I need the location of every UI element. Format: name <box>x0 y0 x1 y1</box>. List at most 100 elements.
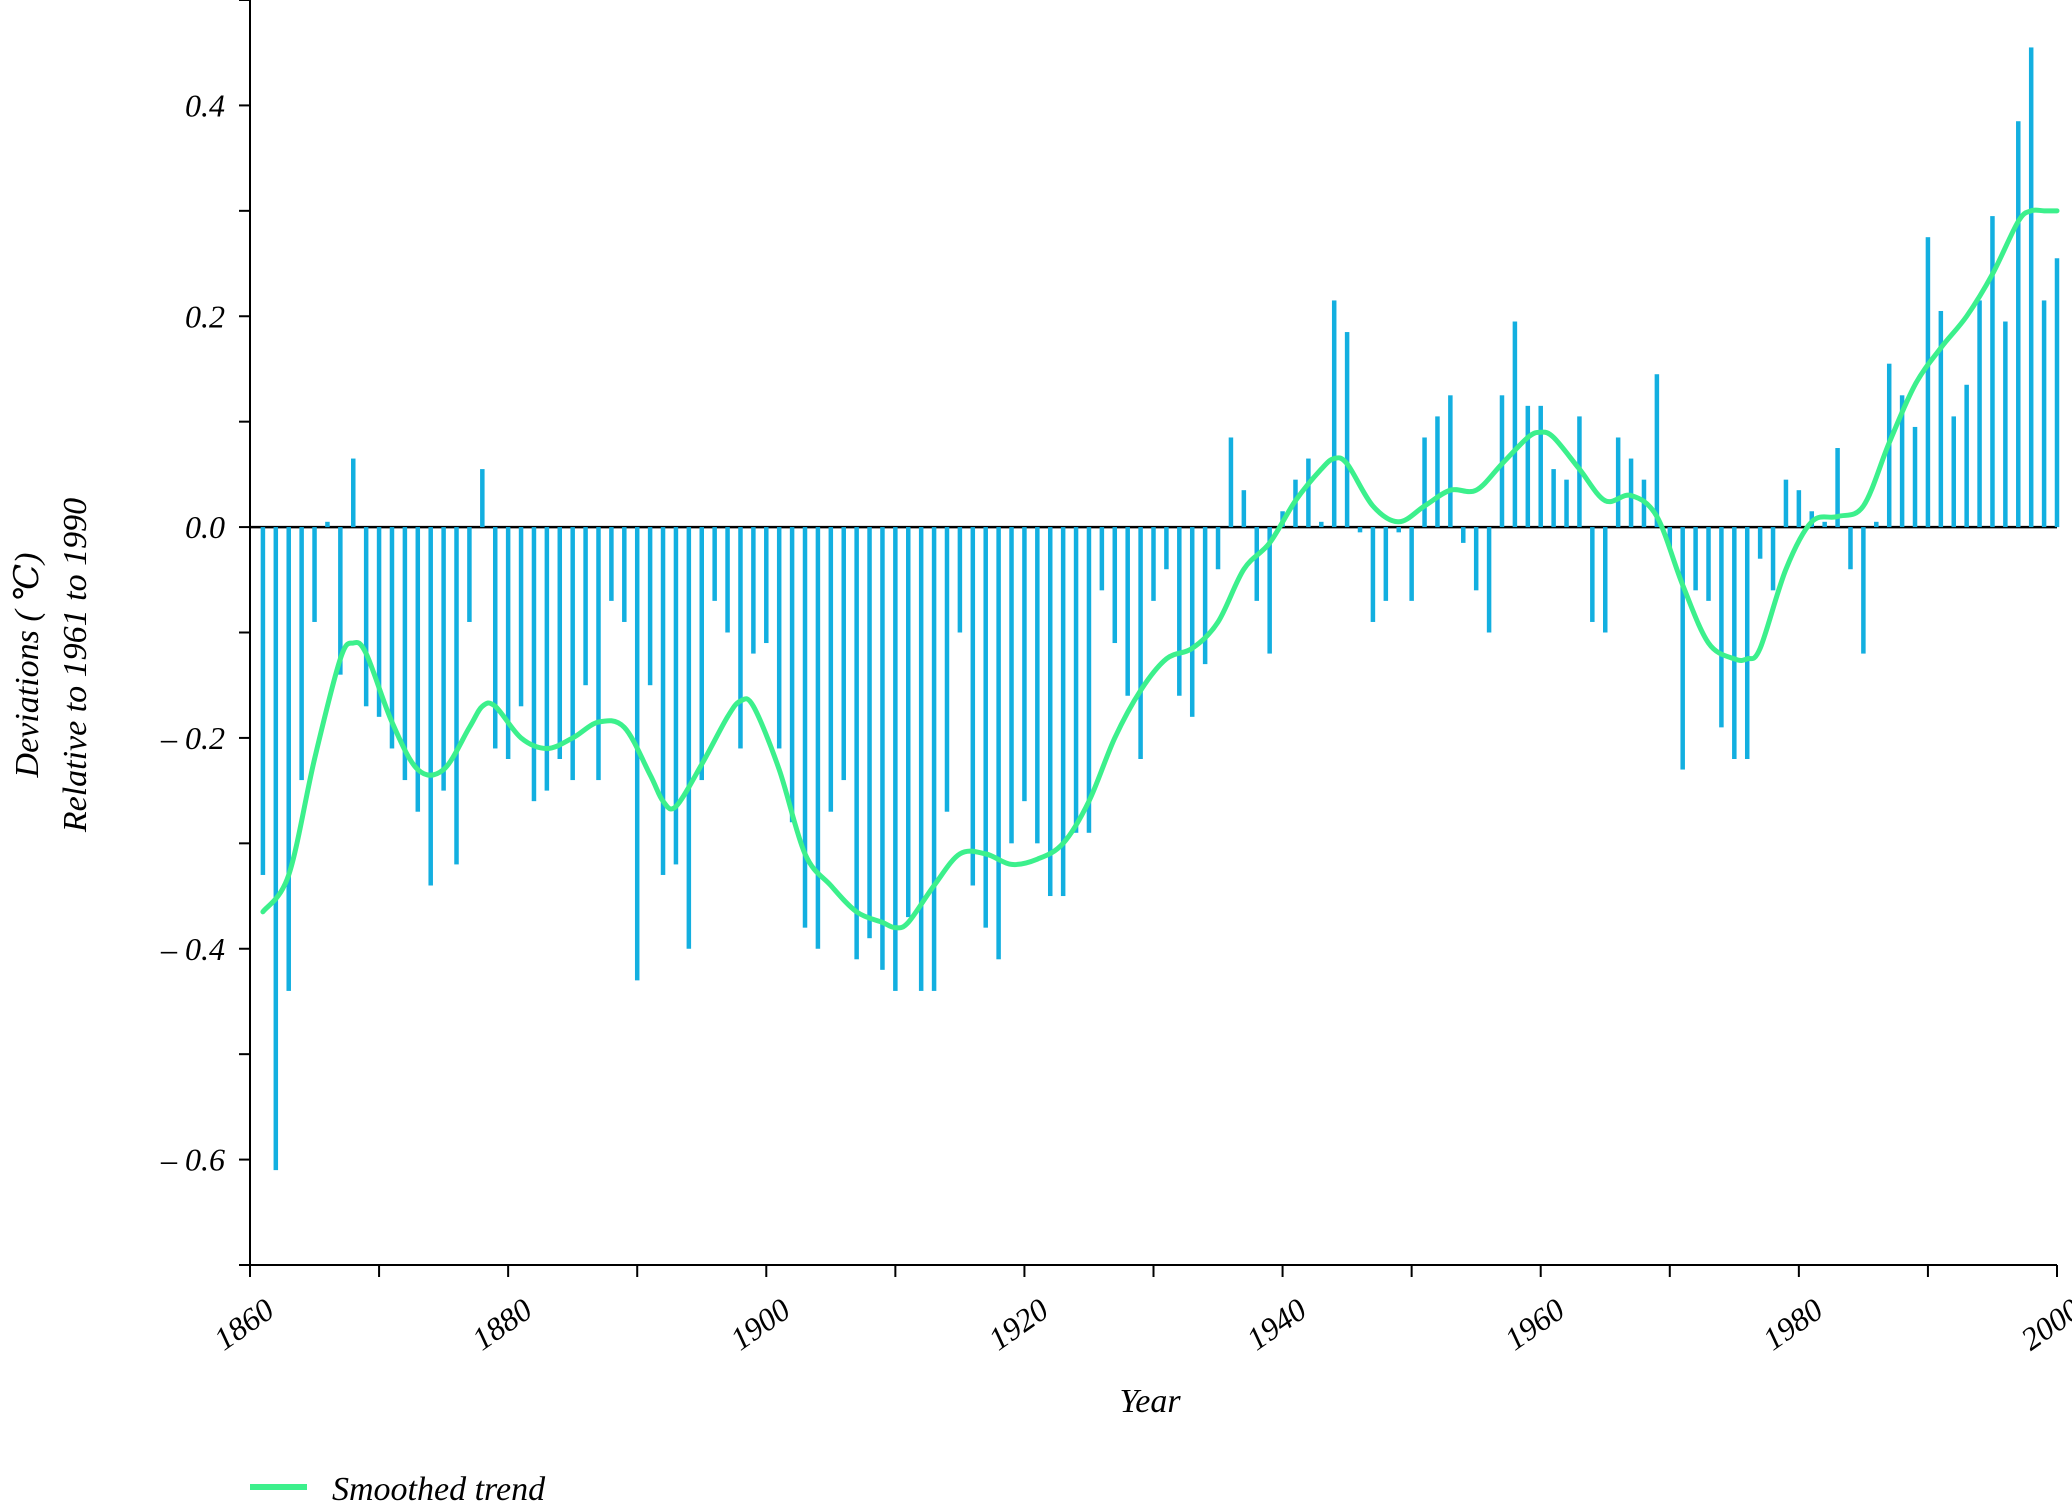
bar-1969 <box>1654 374 1660 528</box>
y-tick-label: – 0.6 <box>160 1142 225 1178</box>
bar-1936 <box>1228 437 1234 528</box>
y-tick-label: 0.2 <box>185 298 225 334</box>
bar-1956 <box>1486 527 1492 633</box>
bar-1900 <box>764 527 769 644</box>
bar-1870 <box>376 527 382 717</box>
bar-1871 <box>389 527 395 749</box>
ticks-layer: – 0.6 – 0.4 – 0.2 0.0 0.2 0.4 1860 1880 1900 1920… <box>160 0 2072 1357</box>
x-tick-label: 1980 <box>1756 1291 1829 1357</box>
bar-1991 <box>1938 310 1944 528</box>
bar-1993 <box>1964 384 1969 528</box>
bar-1877 <box>467 527 472 622</box>
bar-1960 <box>1538 405 1543 528</box>
bar-1868 <box>351 458 356 528</box>
bar-1906 <box>841 527 846 781</box>
y-axis-title: Deviations ( ℃) <box>9 553 46 779</box>
bar-1948 <box>1383 527 1389 601</box>
bar-1931 <box>1164 527 1169 570</box>
bar-1965 <box>1603 527 1608 633</box>
bar-1905 <box>828 527 834 812</box>
bar-1894 <box>686 527 692 949</box>
bar-1951 <box>1422 437 1427 528</box>
bar-1958 <box>1512 321 1518 528</box>
x-tick-label: 1860 <box>207 1291 280 1357</box>
bar-1927 <box>1112 527 1118 644</box>
bar-1975 <box>1732 527 1737 759</box>
bar-1943 <box>1319 521 1324 528</box>
bar-1946 <box>1357 527 1363 533</box>
bar-1985 <box>1861 527 1866 654</box>
bar-1922 <box>1047 527 1053 897</box>
x-tick-label: 1900 <box>723 1291 796 1357</box>
bar-1909 <box>880 527 885 970</box>
bar-1961 <box>1551 469 1556 528</box>
bar-1914 <box>944 527 950 812</box>
bar-1917 <box>983 527 988 928</box>
bar-1945 <box>1344 332 1350 528</box>
smoothed-trend-line <box>260 207 2060 931</box>
bar-1869 <box>363 527 369 707</box>
bar-1995 <box>1990 216 1995 528</box>
bar-1881 <box>518 527 524 707</box>
bar-1875 <box>441 527 446 791</box>
bar-1986 <box>1874 521 1879 528</box>
bar-1924 <box>1073 527 1079 833</box>
bar-1893 <box>673 527 679 865</box>
y-tick-label: 0.4 <box>185 87 225 123</box>
bar-1997 <box>2016 121 2021 528</box>
bar-1989 <box>1912 426 1918 528</box>
bar-1902 <box>789 527 795 823</box>
bar-1999 <box>2041 300 2047 528</box>
y-tick-label: – 0.4 <box>160 931 225 967</box>
bar-1942 <box>1306 458 1311 528</box>
bar-1874 <box>428 527 433 886</box>
bar-1878 <box>480 469 485 528</box>
bar-1998 <box>2028 47 2034 528</box>
bar-1934 <box>1202 527 1208 665</box>
bars-layer <box>260 47 2060 1171</box>
bar-1937 <box>1241 490 1247 528</box>
bar-1903 <box>802 527 808 928</box>
bar-1944 <box>1331 300 1337 528</box>
bar-1990 <box>1925 237 1931 528</box>
bar-1898 <box>738 527 743 749</box>
bar-1892 <box>660 527 666 875</box>
bar-1938 <box>1254 527 1260 601</box>
bar-1962 <box>1564 479 1569 528</box>
bar-1912 <box>918 527 924 991</box>
bar-1867 <box>338 527 343 675</box>
bar-1916 <box>970 527 976 886</box>
bar-1907 <box>854 527 859 960</box>
bar-1974 <box>1719 527 1724 728</box>
y-tick-label: 0.0 <box>185 509 225 545</box>
bar-1925 <box>1086 527 1092 833</box>
bar-1884 <box>557 527 563 759</box>
x-tick-label: 1960 <box>1498 1291 1571 1357</box>
bar-1923 <box>1060 527 1066 897</box>
bar-1953 <box>1448 395 1453 528</box>
bar-1939 <box>1267 527 1272 654</box>
bar-1904 <box>815 527 821 949</box>
bar-1861 <box>260 527 266 875</box>
bar-1887 <box>596 527 601 781</box>
bar-1929 <box>1138 527 1143 759</box>
bar-1950 <box>1409 527 1414 601</box>
bar-1913 <box>931 527 937 991</box>
bar-1885 <box>570 527 575 781</box>
bar-1865 <box>312 527 317 622</box>
bar-1955 <box>1473 527 1479 591</box>
bar-1984 <box>1848 527 1853 570</box>
bar-1996 <box>2003 321 2008 528</box>
bar-1994 <box>1977 300 1982 528</box>
bar-1935 <box>1215 527 1221 570</box>
bar-1889 <box>622 527 627 622</box>
bar-1895 <box>699 527 704 781</box>
bar-1901 <box>776 527 782 749</box>
bar-1910 <box>893 527 898 991</box>
bar-1919 <box>1009 527 1014 844</box>
x-axis-title: Year <box>1119 1383 1181 1420</box>
bar-1908 <box>867 527 872 939</box>
bar-1949 <box>1396 527 1401 533</box>
bar-1978 <box>1770 527 1776 591</box>
